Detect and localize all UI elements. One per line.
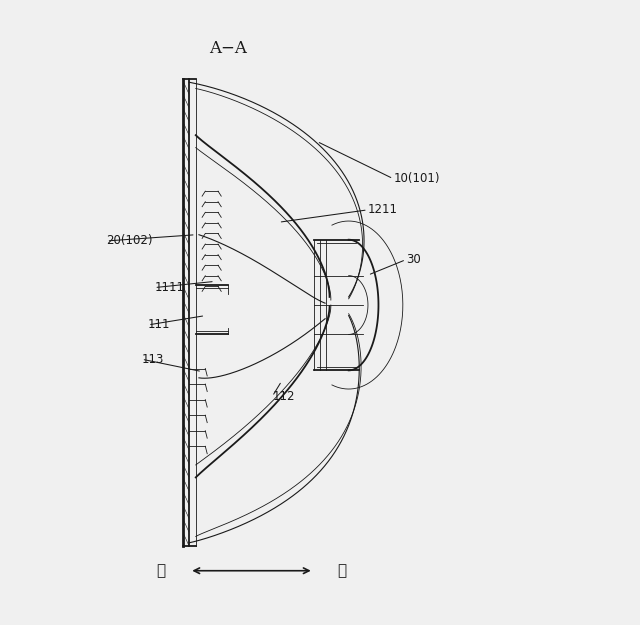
Text: 113: 113 (141, 352, 164, 366)
Text: 前: 前 (338, 563, 347, 578)
Text: A−A: A−A (209, 39, 246, 56)
Text: 1111: 1111 (154, 281, 184, 294)
Text: 111: 111 (148, 319, 170, 331)
Text: 112: 112 (272, 390, 294, 403)
Text: 1211: 1211 (368, 203, 398, 216)
Text: 10(101): 10(101) (394, 173, 440, 185)
Text: 30: 30 (406, 253, 420, 266)
Text: 後: 後 (156, 563, 165, 578)
Text: 20(102): 20(102) (106, 234, 153, 248)
